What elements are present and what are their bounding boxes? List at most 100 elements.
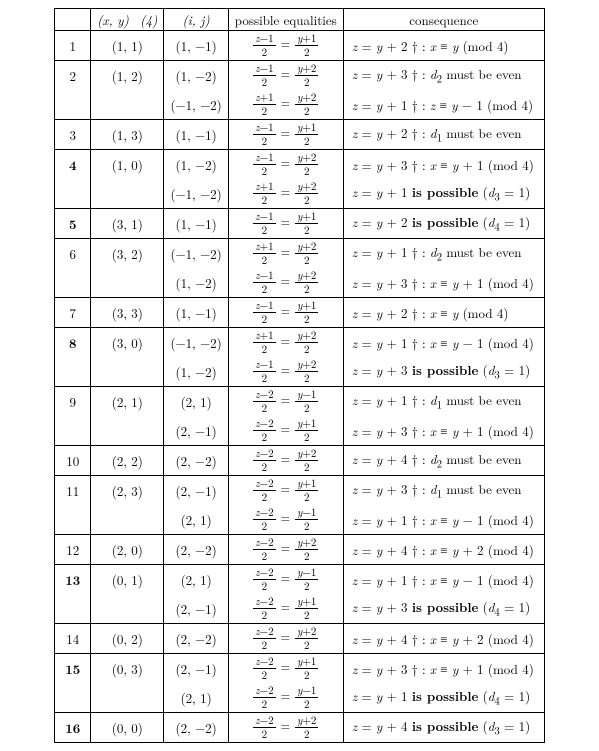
xy-cell: (0, 2) — [91, 624, 164, 654]
consequence-cell: z = y + 3 is possible (d4 = 1) — [343, 594, 544, 624]
table-row: 11(2, 3)(2, −1)z−22 = y+12z = y + 3 † : … — [55, 476, 545, 506]
xy-cell: (0, 1) — [91, 565, 164, 595]
row-index: 8 — [55, 328, 91, 358]
ij-cell: (−1, −2) — [164, 90, 228, 120]
xy-cell: (2, 3) — [91, 476, 164, 506]
row-index — [55, 594, 91, 624]
table-row: 5(3, 1)(1, −1)z−12 = y+12z = y + 2 is po… — [55, 209, 545, 239]
table-row: 3(1, 3)(1, −1)z−12 = y+12z = y + 2 † : d… — [55, 120, 545, 150]
table-row: (−1, −2)z+12 = y+22z = y + 1 is possible… — [55, 179, 545, 209]
xy-cell: (0, 0) — [91, 713, 164, 743]
consequence-cell: z = y + 1 † : d1 must be even — [343, 387, 544, 417]
equality-cell: z−12 = y+12 — [228, 31, 343, 61]
table-row: 10(2, 2)(2, −2)z−22 = y+22z = y + 4 † : … — [55, 446, 545, 476]
row-index: 7 — [55, 298, 91, 328]
row-index: 3 — [55, 120, 91, 150]
table-row: 7(3, 3)(1, −1)z−12 = y+12z = y + 2 † : x… — [55, 298, 545, 328]
consequence-cell: z = y + 4 † : x ≡ y + 2 (mod 4) — [343, 535, 544, 565]
xy-cell: (3, 2) — [91, 239, 164, 269]
xy-cell — [91, 90, 164, 120]
xy-cell: (1, 1) — [91, 31, 164, 61]
table-row: 2(1, 2)(1, −2)z−12 = y+22z = y + 3 † : d… — [55, 61, 545, 91]
ij-cell: (2, −2) — [164, 624, 228, 654]
equality-cell: z−12 = y+12 — [228, 120, 343, 150]
consequence-cell: z = y + 3 is possible (d3 = 1) — [343, 357, 544, 387]
xy-cell: (3, 1) — [91, 209, 164, 239]
consequence-cell: z = y + 3 † : x ≡ y + 1 (mod 4) — [343, 416, 544, 446]
row-index: 12 — [55, 535, 91, 565]
consequence-cell: z = y + 1 is possible (d4 = 1) — [343, 683, 544, 713]
row-index: 13 — [55, 565, 91, 595]
table-header-row: (x, y) (4) (i, j) possible equalities co… — [55, 9, 545, 31]
equality-cell: z−12 = y+22 — [228, 61, 343, 91]
table-row: (2, 1)z−22 = y−12z = y + 1 is possible (… — [55, 683, 545, 713]
col-ij: (i, j) — [164, 9, 228, 31]
xy-cell — [91, 268, 164, 298]
equality-cell: z−22 = y+12 — [228, 476, 343, 506]
equality-cell: z−12 = y+12 — [228, 209, 343, 239]
table-row: 6(3, 2)(−1, −2)z+12 = y+22z = y + 1 † : … — [55, 239, 545, 269]
consequence-cell: z = y + 1 † : z ≡ y − 1 (mod 4) — [343, 90, 544, 120]
table-row: 1(1, 1)(1, −1)z−12 = y+12z = y + 2 † : x… — [55, 31, 545, 61]
equality-cell: z−12 = y+22 — [228, 357, 343, 387]
ij-cell: (1, −2) — [164, 268, 228, 298]
row-index — [55, 90, 91, 120]
equality-cell: z−22 = y+22 — [228, 535, 343, 565]
row-index — [55, 683, 91, 713]
ij-cell: (1, −1) — [164, 209, 228, 239]
xy-cell — [91, 179, 164, 209]
ij-cell: (−1, −2) — [164, 328, 228, 358]
row-index: 9 — [55, 387, 91, 417]
ij-cell: (1, −2) — [164, 150, 228, 180]
ij-cell: (1, −1) — [164, 31, 228, 61]
ij-cell: (−1, −2) — [164, 239, 228, 269]
ij-cell: (2, −2) — [164, 713, 228, 743]
ij-cell: (2, 1) — [164, 387, 228, 417]
equality-cell: z−22 = y+22 — [228, 624, 343, 654]
xy-cell: (3, 0) — [91, 328, 164, 358]
xy-cell — [91, 594, 164, 624]
row-index: 16 — [55, 713, 91, 743]
xy-cell: (1, 2) — [91, 61, 164, 91]
equality-cell: z−22 = y−12 — [228, 387, 343, 417]
consequence-cell: z = y + 2 † : x ≡ y (mod 4) — [343, 31, 544, 61]
equality-cell: z−12 = y+12 — [228, 298, 343, 328]
consequence-cell: z = y + 1 † : x ≡ y − 1 (mod 4) — [343, 328, 544, 358]
ij-cell: (1, −2) — [164, 357, 228, 387]
consequence-cell: z = y + 3 † : d2 must be even — [343, 61, 544, 91]
ij-cell: (1, −2) — [164, 61, 228, 91]
table-row: 14(0, 2)(2, −2)z−22 = y+22z = y + 4 † : … — [55, 624, 545, 654]
xy-cell: (1, 0) — [91, 150, 164, 180]
table-row: 4(1, 0)(1, −2)z−12 = y+22z = y + 3 † : x… — [55, 150, 545, 180]
col-cons: consequence — [343, 9, 544, 31]
consequence-cell: z = y + 1 † : x ≡ y − 1 (mod 4) — [343, 565, 544, 595]
xy-cell — [91, 505, 164, 535]
ij-cell: (2, −1) — [164, 594, 228, 624]
xy-cell — [91, 683, 164, 713]
xy-cell: (3, 3) — [91, 298, 164, 328]
table-row: (1, −2)z−12 = y+22z = y + 3 † : x ≡ y + … — [55, 268, 545, 298]
equality-cell: z−22 = y+12 — [228, 416, 343, 446]
row-index — [55, 268, 91, 298]
ij-cell: (2, 1) — [164, 565, 228, 595]
equality-cell: z+12 = y+22 — [228, 239, 343, 269]
consequence-cell: z = y + 1 is possible (d3 = 1) — [343, 179, 544, 209]
ij-cell: (2, −2) — [164, 535, 228, 565]
xy-cell: (1, 3) — [91, 120, 164, 150]
xy-cell — [91, 357, 164, 387]
table-row: 13(0, 1)(2, 1)z−22 = y−12z = y + 1 † : x… — [55, 565, 545, 595]
consequence-cell: z = y + 3 † : x ≡ y + 1 (mod 4) — [343, 654, 544, 684]
table-body: 1(1, 1)(1, −1)z−12 = y+12z = y + 2 † : x… — [55, 31, 545, 743]
equality-cell: z−12 = y+22 — [228, 268, 343, 298]
equality-cell: z−22 = y+12 — [228, 654, 343, 684]
row-index: 4 — [55, 150, 91, 180]
row-index — [55, 179, 91, 209]
equality-cell: z−22 = y−12 — [228, 505, 343, 535]
ij-cell: (2, 1) — [164, 505, 228, 535]
table-row: 9(2, 1)(2, 1)z−22 = y−12z = y + 1 † : d1… — [55, 387, 545, 417]
xy-cell — [91, 416, 164, 446]
table-row: 12(2, 0)(2, −2)z−22 = y+22z = y + 4 † : … — [55, 535, 545, 565]
consequence-cell: z = y + 3 † : d1 must be even — [343, 476, 544, 506]
table-row: 16(0, 0)(2, −2)z−22 = y+22z = y + 4 is p… — [55, 713, 545, 743]
equality-cell: z−22 = y−12 — [228, 683, 343, 713]
